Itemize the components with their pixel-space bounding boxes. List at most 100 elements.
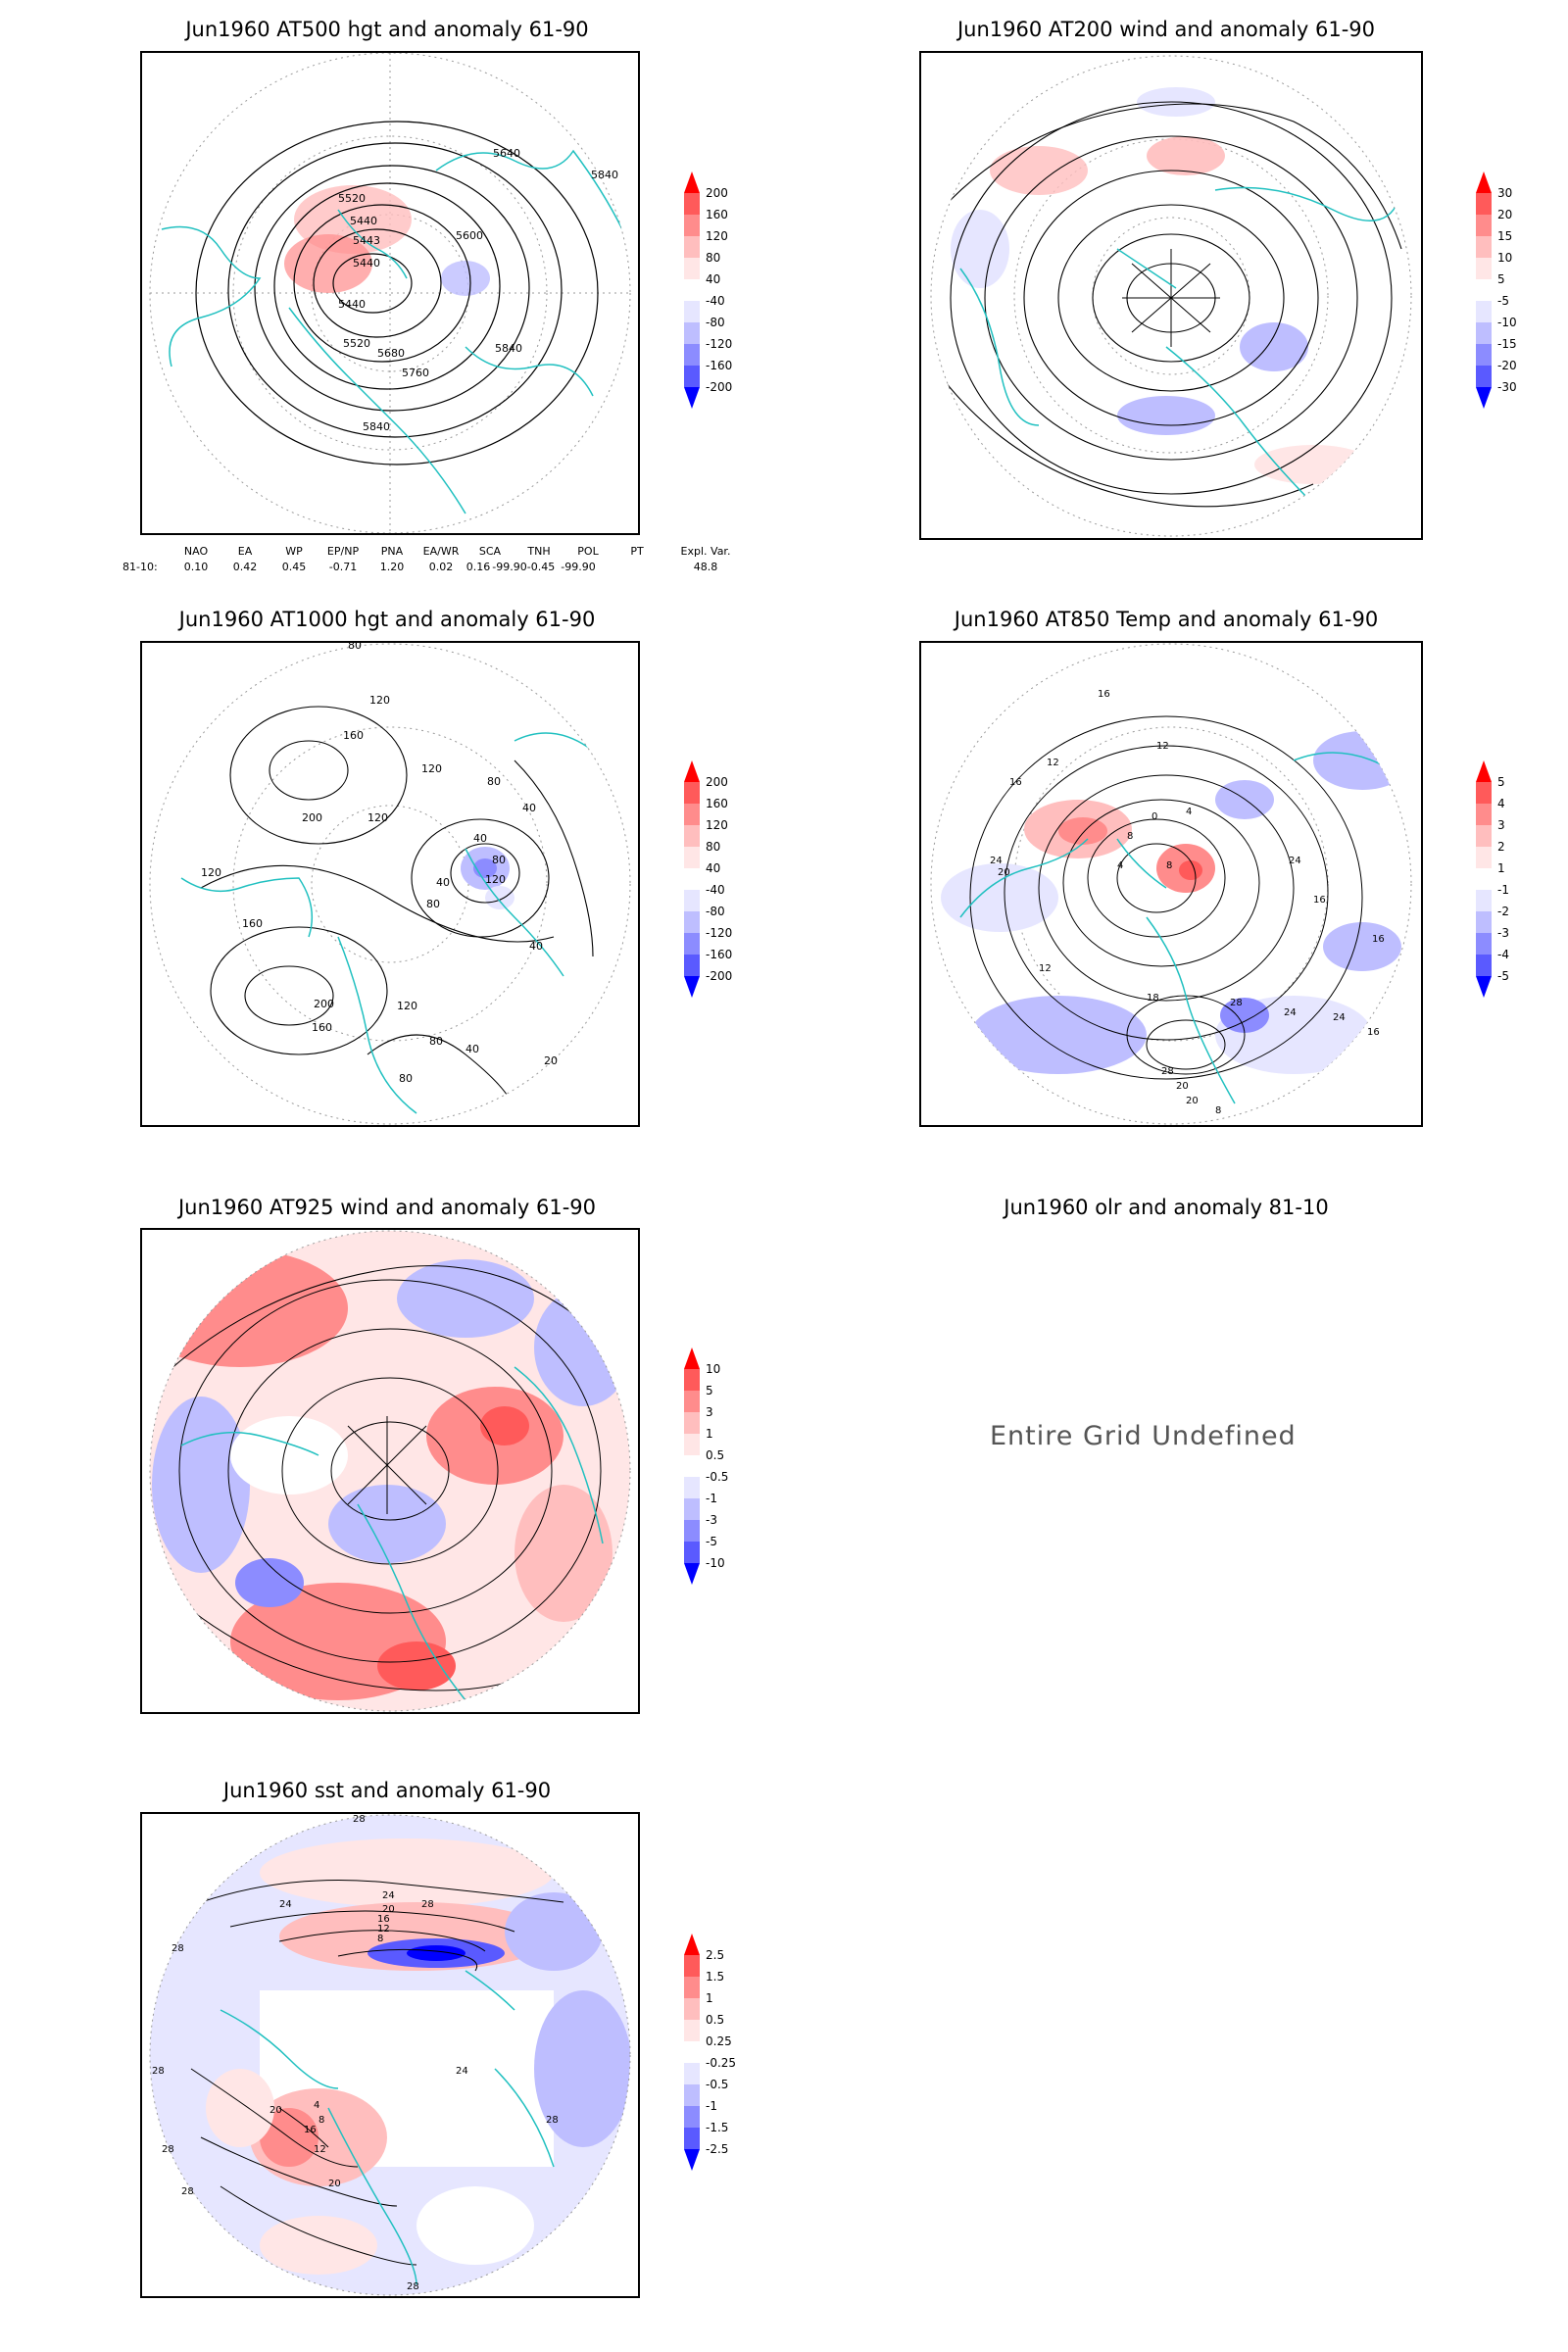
contour-label: 24 (279, 1899, 292, 1910)
contour-label: 28 (1161, 1066, 1174, 1077)
contour-label: 4 (1186, 807, 1192, 817)
colorbar-tick-label: -15 (1497, 337, 1517, 351)
polar-stereo-map: 5520 5440 5440 5443 5600 5640 5840 5440 … (149, 53, 631, 533)
contour-label: 8 (1215, 1105, 1221, 1116)
contour-label: 40 (436, 876, 450, 889)
polar-stereo-map: 80 120 160 200 120 120 80 40 40 80 120 4… (149, 643, 631, 1125)
panel-title: Jun1960 olr and anomaly 81-10 (1004, 1196, 1329, 1219)
contour-label: 5840 (495, 342, 522, 355)
contour-label: 8 (318, 2115, 324, 2126)
colorbar-tick-label: 3 (706, 1405, 713, 1419)
colorbar-tick-label: -120 (706, 926, 733, 940)
colorbar-tick-label: -4 (1497, 948, 1509, 961)
colorbar-bottom-arrow (684, 387, 700, 409)
colorbar-tick-label: -10 (1497, 316, 1517, 329)
index-header: EA/WR (422, 545, 460, 558)
panel-title: Jun1960 sst and anomaly 61-90 (222, 1779, 552, 1802)
colorbar-tick-label: 0.5 (706, 2013, 725, 2027)
map-at925 (140, 1228, 640, 1714)
contour-label: 28 (162, 2144, 174, 2155)
colorbar-segment (684, 258, 700, 279)
colorbar-segment (684, 1520, 700, 1542)
colorbar-segment (684, 1955, 700, 1977)
colorbar-segment (684, 2128, 700, 2149)
contour-label: 5640 (493, 147, 520, 160)
colorbar-bottom-arrow (684, 976, 700, 998)
contour-label: 16 (1313, 895, 1326, 906)
colorbar-top-arrow (1476, 172, 1492, 193)
colorbar-tick-label: -160 (706, 948, 733, 961)
contour-label: 28 (1230, 998, 1243, 1008)
index-header: PT (630, 545, 644, 558)
index-header: Expl. Var. (680, 545, 731, 558)
colorbar-tick-label: -1 (706, 1492, 717, 1505)
contour-label: 28 (407, 2281, 419, 2292)
contour-label: 16 (377, 1914, 390, 1925)
contour-label: 16 (304, 2125, 317, 2135)
polar-stereo-map (930, 55, 1412, 537)
contour-label: 24 (1284, 1007, 1297, 1018)
contour-label: 160 (242, 917, 263, 930)
colorbar-segment (684, 1434, 700, 1455)
colorbar-tick-label: -0.5 (706, 2078, 729, 2091)
colorbar-bottom-arrow (684, 2149, 700, 2171)
contour-label: 80 (399, 1072, 413, 1085)
contour-label: 16 (1098, 689, 1110, 700)
colorbar-tick-label: 5 (1497, 775, 1505, 789)
panel-title: Jun1960 AT500 hgt and anomaly 61-90 (185, 18, 589, 41)
index-value: 0.42 (232, 561, 258, 573)
contour-label: 5443 (353, 234, 380, 247)
contour-label: 28 (546, 2115, 559, 2126)
colorbar-tick-label: 20 (1497, 208, 1513, 221)
colorbar-segment (684, 2084, 700, 2106)
contour-label: 5520 (338, 192, 366, 205)
colorbar-tick-label: 160 (706, 208, 728, 221)
colorbar-tick-label: 5 (1497, 272, 1505, 286)
colorbar-segment (1476, 955, 1492, 976)
map-at500: 5520 5440 5440 5443 5600 5640 5840 5440 … (140, 51, 640, 535)
index-header: NAO (183, 545, 209, 558)
contour-label: 5680 (377, 347, 405, 360)
colorbar-at200: 30 20 15 10 5 -5 -10 -15 -20 -30 (1476, 172, 1564, 409)
colorbar-tick-label: 40 (706, 861, 721, 875)
colorbar-tick-label: -30 (1497, 380, 1517, 394)
colorbar-tick-label: -5 (1497, 294, 1509, 308)
colorbar-top-arrow (1476, 760, 1492, 782)
contour-label: 5840 (363, 420, 390, 433)
index-header: SCA (478, 545, 502, 558)
colorbar-tick-label: 1 (706, 1991, 713, 2005)
colorbar-at925: 10 5 3 1 0.5 -0.5 -1 -3 -5 -10 (684, 1348, 772, 1585)
colorbar-segment (1476, 890, 1492, 911)
colorbar-segment (684, 1412, 700, 1434)
index-value: 0.02 (428, 561, 454, 573)
colorbar-segment (1476, 911, 1492, 933)
index-header: EA (237, 545, 253, 558)
colorbar-tick-label: 0.5 (706, 1448, 725, 1462)
colorbar-tick-label: 1 (1497, 861, 1505, 875)
polar-stereo-map (149, 1230, 631, 1712)
colorbar-segment (684, 193, 700, 215)
contour-label: 28 (172, 1943, 184, 1954)
contour-label: 20 (328, 2179, 341, 2189)
colorbar-bottom-arrow (684, 1563, 700, 1585)
colorbar-tick-label: 15 (1497, 229, 1513, 243)
contour-label: 16 (1009, 777, 1022, 788)
colorbar-at1000: 200 160 120 80 40 -40 -80 -120 -160 -200 (684, 760, 772, 998)
colorbar-segment (684, 2041, 700, 2063)
colorbar-segment (684, 2106, 700, 2128)
panel-title: Jun1960 AT925 wind and anomaly 61-90 (177, 1196, 597, 1219)
colorbar-segment (684, 1455, 700, 1477)
contour-label: 24 (990, 856, 1003, 866)
colorbar-segment (1476, 847, 1492, 868)
colorbar-tick-label: 5 (706, 1384, 713, 1397)
contour-label: 120 (201, 866, 221, 879)
contour-label: 120 (421, 762, 442, 775)
colorbar-segment (684, 1998, 700, 2020)
colorbar-segment (1476, 215, 1492, 236)
colorbar-segment (684, 215, 700, 236)
colorbar-segment (1476, 344, 1492, 366)
colorbar-top-arrow (684, 172, 700, 193)
colorbar-tick-label: -10 (706, 1556, 725, 1570)
polar-stereo-map: 16 12 16 12 24 20 4 8 0 4 8 24 16 12 16 … (930, 643, 1412, 1125)
contour-label: 8 (1166, 860, 1172, 871)
